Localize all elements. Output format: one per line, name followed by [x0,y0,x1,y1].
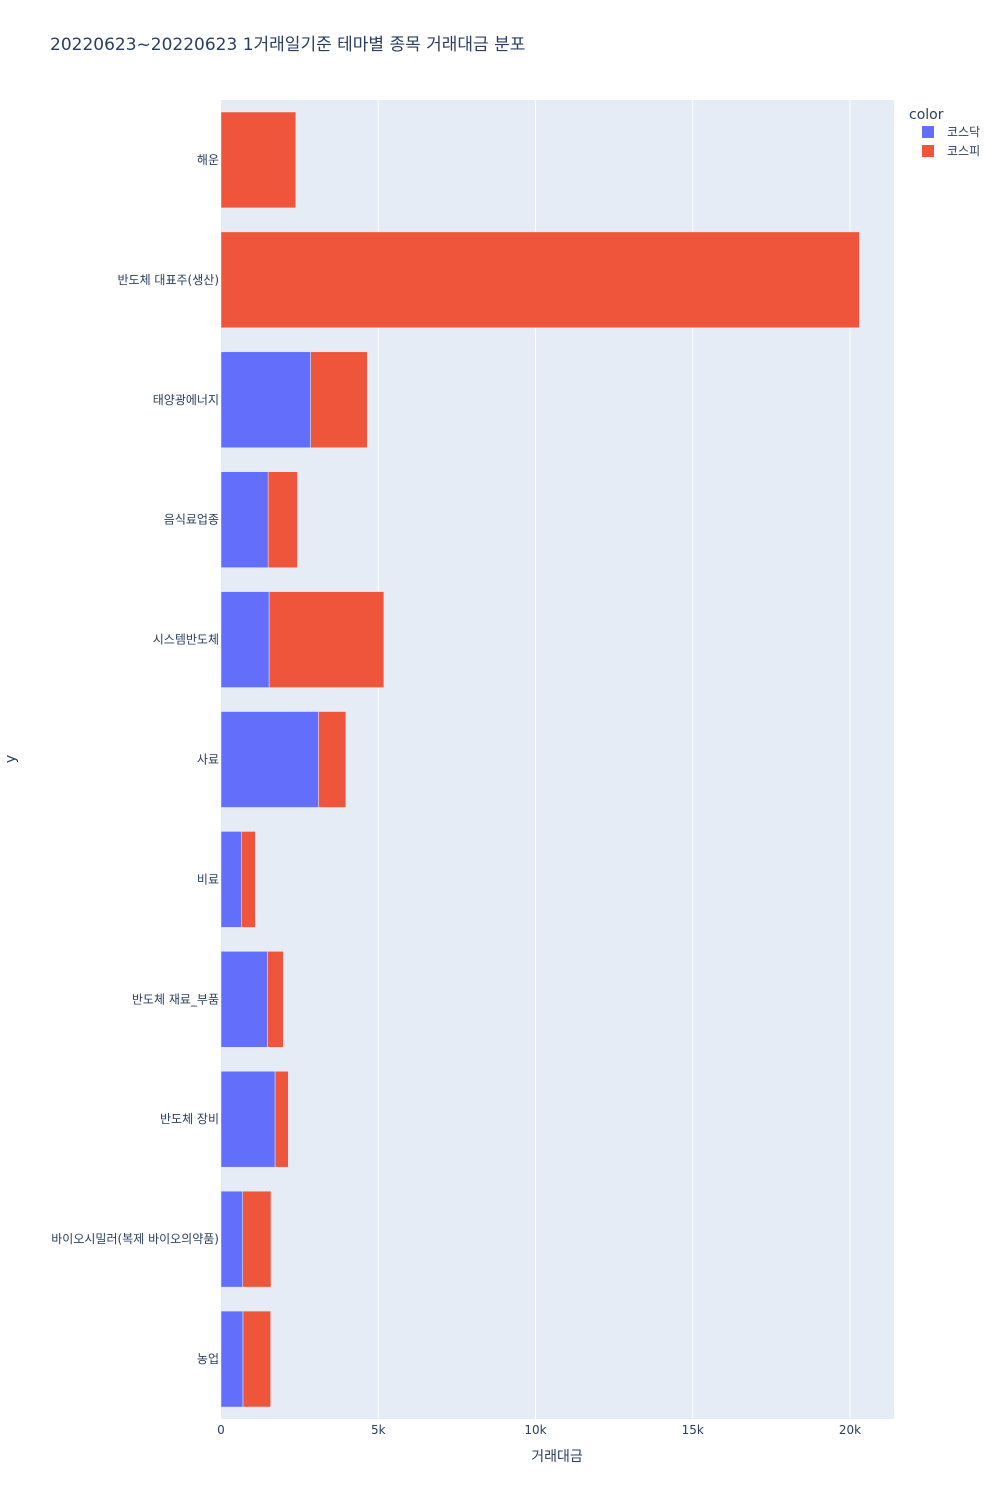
y-axis-title: y [3,755,19,763]
y-tick-label: 해운 [197,153,219,167]
legend-label[interactable]: 코스피 [947,144,980,158]
legend-swatch[interactable] [922,145,934,157]
bar-segment[interactable] [220,351,311,448]
bar-segment[interactable] [220,231,860,329]
x-axis-ticks: 0 5k 10k 15k 20k [217,1423,861,1437]
bar-segment[interactable] [242,1310,271,1408]
bar-segment[interactable] [274,1071,289,1168]
legend-swatch[interactable] [922,126,934,138]
bar-segment[interactable] [318,711,347,808]
bar-segment[interactable] [268,591,385,688]
x-tick-label: 15k [682,1423,704,1437]
x-tick-label: 0 [217,1423,225,1437]
chart-title: 20220623~20220623 1거래일기준 테마별 종목 거래대금 분포 [50,35,525,55]
x-tick-label: 10k [524,1423,546,1437]
y-tick-label: 사료 [197,753,219,767]
x-tick-label: 20k [839,1423,861,1437]
bar-segment[interactable] [220,591,270,688]
bar-segment[interactable] [267,951,284,1048]
bar-segment[interactable] [310,351,368,448]
y-tick-label: 반도체 대표주(생산) [118,273,220,287]
x-axis-title: 거래대금 [531,1449,583,1465]
y-tick-label: 바이오시밀러(복제 바이오의약품) [51,1231,219,1246]
y-tick-label: 농업 [197,1352,219,1366]
bar-segment[interactable] [242,1190,272,1288]
y-tick-label: 반도체 장비 [160,1112,219,1126]
x-tick-label: 5k [371,1423,386,1437]
bar-segment[interactable] [220,111,297,209]
legend-title: color [909,107,944,123]
bar-segment[interactable] [220,711,319,808]
bar-segment[interactable] [220,951,268,1048]
bar-segment[interactable] [220,471,269,568]
y-tick-label: 비료 [197,872,219,886]
bar-segment[interactable] [220,1071,276,1168]
bar-segment[interactable] [267,471,298,568]
bar-segment[interactable] [220,1310,244,1408]
bar-segment[interactable] [220,831,242,928]
y-tick-label: 음식료업종 [164,513,219,527]
bar-segment[interactable] [241,831,256,928]
bar-segment[interactable] [220,1190,243,1288]
y-tick-label: 반도체 재료_부품 [132,992,219,1006]
y-tick-label: 태양광에너지 [153,393,219,407]
bars [220,111,860,1408]
y-tick-label: 시스템반도체 [153,633,219,647]
legend-label[interactable]: 코스닥 [947,125,980,139]
